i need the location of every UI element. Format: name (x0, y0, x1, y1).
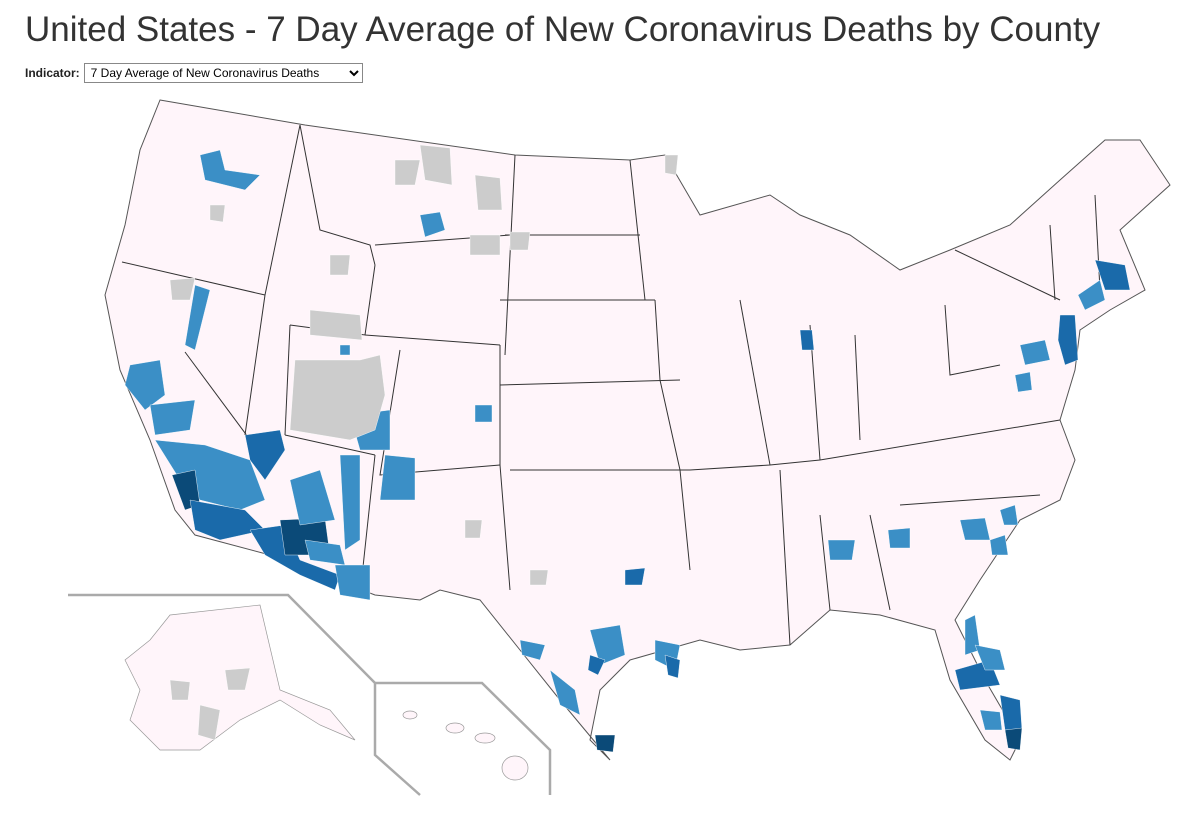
county-highlight (464, 519, 483, 539)
indicator-select[interactable]: 7 Day Average of New Coronavirus Deaths (83, 63, 363, 83)
state-border (504, 154, 516, 356)
county-highlight (197, 704, 221, 741)
state-border (364, 334, 501, 346)
county-highlight (1077, 279, 1106, 311)
county-highlight (999, 504, 1019, 526)
county-highlight (329, 254, 351, 276)
county-highlight (799, 329, 815, 351)
hawaii-island (402, 710, 418, 720)
hawaii-island (474, 732, 496, 744)
state-border (1094, 194, 1101, 291)
county-highlight (169, 679, 191, 701)
state-border (499, 379, 681, 386)
county-highlight (587, 654, 606, 676)
county-highlight (979, 709, 1003, 731)
county-highlight (519, 639, 546, 661)
state-border (654, 299, 691, 571)
indicator-control: Indicator: 7 Day Average of New Coronavi… (25, 63, 363, 83)
county-highlight (509, 231, 531, 251)
county-highlight (289, 469, 336, 526)
county-highlight (244, 429, 286, 481)
county-highlight (339, 454, 361, 551)
county-highlight (1094, 259, 1131, 291)
county-highlight (169, 277, 196, 301)
county-highlight (1019, 339, 1051, 366)
state-border (264, 124, 301, 296)
state-border (944, 304, 1001, 376)
county-highlight (124, 359, 166, 411)
county-highlight (419, 211, 446, 238)
county-highlight (379, 454, 416, 501)
county-highlight (474, 174, 503, 211)
state-border (299, 124, 376, 266)
state-border (689, 419, 1061, 471)
county-highlight (959, 517, 991, 541)
county-highlight (189, 499, 266, 541)
state-border (629, 159, 646, 301)
county-highlight (529, 569, 549, 586)
map (68, 99, 1171, 796)
state-border (739, 299, 771, 466)
county-highlight (887, 527, 911, 549)
county-highlight (624, 567, 646, 586)
hawaii-inset-border (375, 681, 552, 795)
state-border (779, 469, 791, 646)
state-border (244, 294, 266, 436)
state-borders (121, 124, 1101, 646)
county-highlight (1004, 727, 1023, 751)
county-highlight (309, 309, 363, 341)
county-highlight (334, 564, 371, 601)
state-border (284, 324, 291, 436)
state-border (284, 434, 376, 456)
page-title: United States - 7 Day Average of New Cor… (25, 10, 1101, 49)
county-highlight (974, 644, 1006, 671)
county-highlight (989, 534, 1009, 556)
county-highlight (394, 159, 421, 186)
state-border (869, 514, 891, 611)
county-highlight (589, 624, 626, 666)
county-highlight (664, 154, 679, 176)
state-border (954, 249, 1061, 301)
county-highlight (209, 204, 226, 223)
county-highlights (124, 144, 1131, 753)
county-highlight (289, 354, 386, 441)
state-border (899, 494, 1041, 506)
indicator-label: Indicator: (25, 66, 80, 80)
county-highlight (149, 399, 196, 436)
county-highlight (664, 654, 681, 679)
county-highlight (339, 344, 351, 356)
county-highlight (184, 284, 211, 351)
state-border (854, 334, 861, 441)
county-highlight (1014, 371, 1033, 393)
county-highlight (1057, 314, 1079, 366)
county-highlight (224, 667, 251, 691)
county-highlight (549, 669, 581, 716)
hawaii-island (501, 755, 529, 781)
county-highlight (594, 734, 616, 753)
hawaii (402, 710, 529, 781)
county-highlight (827, 539, 856, 561)
state-border (1049, 224, 1056, 301)
county-highlight (469, 234, 501, 256)
state-border (819, 514, 831, 611)
inset-borders (68, 593, 552, 796)
county-highlight (474, 404, 493, 423)
state-border (379, 349, 501, 476)
county-highlight (419, 144, 453, 186)
county-highlight (199, 149, 261, 191)
hawaii-island (445, 722, 465, 734)
